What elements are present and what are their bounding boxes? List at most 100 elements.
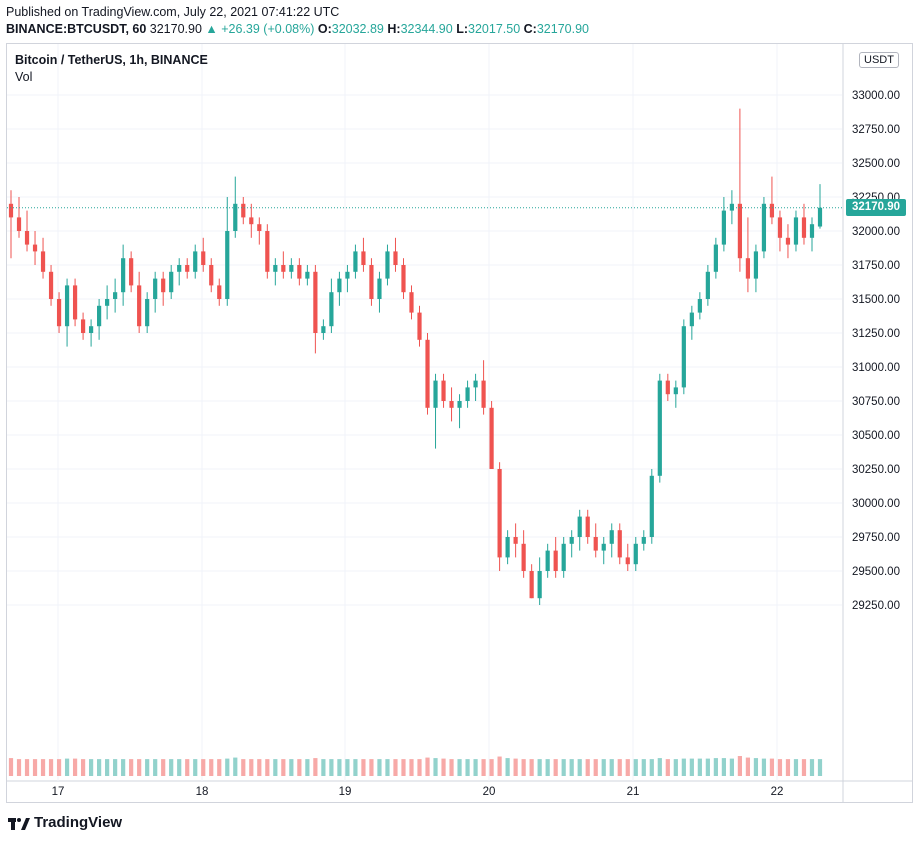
candle-body xyxy=(40,251,46,272)
candle-body xyxy=(753,251,759,279)
volume-bar xyxy=(673,759,678,776)
volume-bar xyxy=(64,758,70,776)
volume-bar xyxy=(72,758,78,776)
volume-bar xyxy=(433,758,438,776)
volume-bar xyxy=(8,758,14,776)
volume-bar xyxy=(529,759,534,776)
candle-body xyxy=(409,292,414,313)
y-tick-label: 31000.00 xyxy=(852,362,900,374)
candle-body xyxy=(161,278,166,293)
last-price-tag: 32170.90 xyxy=(846,199,906,216)
close-label: C: xyxy=(523,22,537,36)
candle-body xyxy=(105,299,110,306)
volume-bar xyxy=(705,758,710,776)
candle-body xyxy=(809,224,815,238)
candle-body xyxy=(169,271,174,293)
candle-body xyxy=(88,326,94,333)
candle-body xyxy=(497,469,502,558)
volume-bar xyxy=(473,759,478,776)
volume-bar xyxy=(161,759,166,776)
volume-bar xyxy=(177,759,182,776)
candle-body xyxy=(393,251,398,265)
volume-bar xyxy=(345,759,350,776)
volume-bar xyxy=(105,759,110,776)
candle-body xyxy=(289,265,294,272)
volume-bar xyxy=(417,759,422,776)
candle-body xyxy=(257,224,262,231)
x-tick-label: 20 xyxy=(483,786,496,798)
volume-bar xyxy=(88,759,94,776)
candle-body xyxy=(473,380,478,388)
candle-body xyxy=(705,271,710,299)
volume-bar xyxy=(353,759,358,776)
x-tick-label: 21 xyxy=(627,786,640,798)
volume-bar xyxy=(393,759,398,776)
volume-bar xyxy=(201,759,206,776)
open-value: 32032.89 xyxy=(331,22,384,36)
candle-body xyxy=(201,251,206,265)
candle-body xyxy=(609,530,614,544)
candle-body xyxy=(505,537,510,558)
candle-body xyxy=(513,537,518,544)
volume-bar xyxy=(441,758,446,776)
volume-bar xyxy=(729,758,734,776)
y-tick-label: 31250.00 xyxy=(852,328,900,340)
symbol-label: BINANCE:BTCUSDT, 60 xyxy=(6,22,147,36)
candle-body xyxy=(369,265,374,299)
volume-bar xyxy=(617,759,622,776)
volume-bar xyxy=(537,759,542,776)
volume-bar xyxy=(657,758,662,776)
candle-body xyxy=(585,516,590,537)
volume-bar xyxy=(257,759,262,776)
volume-bar xyxy=(401,759,406,776)
x-tick-label: 22 xyxy=(771,786,784,798)
candle-body xyxy=(129,258,134,286)
volume-bar xyxy=(753,758,759,776)
candle-body xyxy=(649,475,654,537)
volume-bar xyxy=(633,759,638,776)
candle-body xyxy=(657,380,662,476)
y-tick-label: 30250.00 xyxy=(852,464,900,476)
candle-body xyxy=(297,265,302,279)
candle-body xyxy=(465,387,470,401)
volume-bar xyxy=(409,759,414,776)
candle-body xyxy=(449,401,454,408)
chart-frame[interactable] xyxy=(6,43,913,803)
volume-bar xyxy=(521,759,526,776)
candle-body xyxy=(793,217,799,245)
candle-body xyxy=(72,285,78,320)
volume-bar xyxy=(16,759,22,776)
volume-bar xyxy=(145,759,150,776)
candle-body xyxy=(817,207,823,227)
volume-bar xyxy=(32,759,38,776)
volume-bar xyxy=(513,758,518,776)
x-tick-label: 19 xyxy=(339,786,352,798)
volume-bar xyxy=(385,759,390,776)
currency-badge[interactable]: USDT xyxy=(859,52,899,68)
volume-bar xyxy=(209,759,214,776)
volume-legend: Vol xyxy=(15,70,33,84)
candle-body xyxy=(417,312,422,340)
candle-body xyxy=(113,292,118,299)
candle-body xyxy=(625,557,630,565)
volume-bar xyxy=(465,759,470,776)
volume-bar xyxy=(329,759,334,776)
candle-body xyxy=(217,285,222,299)
candle-body xyxy=(321,326,326,333)
candle-body xyxy=(681,326,686,388)
candle-body xyxy=(233,203,238,231)
series-legend-title: Bitcoin / TetherUS, 1h, BINANCE xyxy=(15,53,208,67)
candle-body xyxy=(785,237,791,245)
low-label: L: xyxy=(456,22,469,36)
y-tick-label: 31500.00 xyxy=(852,294,900,306)
volume-bar xyxy=(233,757,238,776)
volume-bar xyxy=(289,759,294,776)
x-tick-label: 18 xyxy=(196,786,209,798)
volume-bar xyxy=(305,759,310,776)
candle-body xyxy=(145,299,150,327)
volume-bar xyxy=(649,759,654,776)
candle-body xyxy=(593,537,598,551)
candle-body xyxy=(48,271,54,299)
candle-body xyxy=(521,543,526,571)
